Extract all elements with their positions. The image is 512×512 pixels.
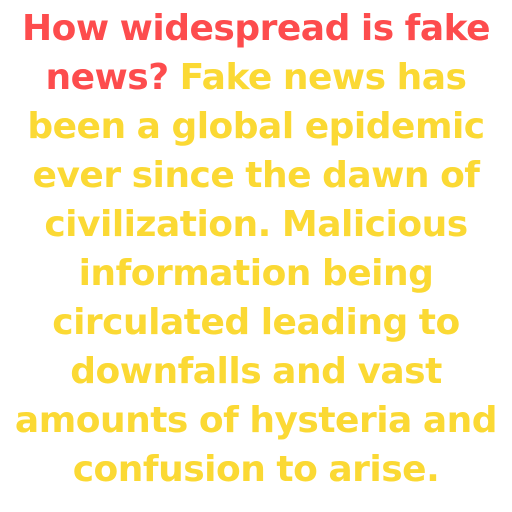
quote-text: How widespread is fake news? Fake news h…: [8, 4, 504, 494]
answer-text: Fake news has been a global epidemic eve…: [14, 57, 498, 490]
question-text: How widespread is fake news?: [21, 8, 491, 98]
